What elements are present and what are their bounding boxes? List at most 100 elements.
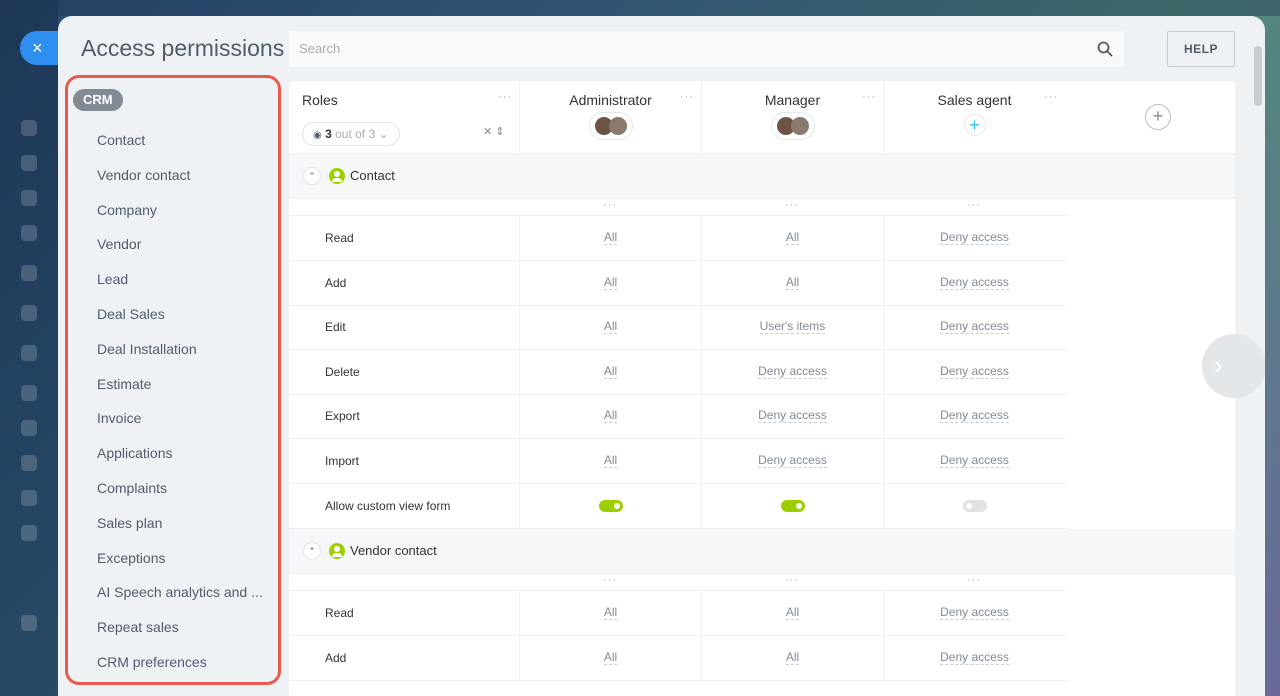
section-header: ⌃ Contact bbox=[289, 154, 1235, 199]
search-input[interactable]: Search bbox=[289, 31, 1124, 67]
help-button[interactable]: HELP bbox=[1167, 31, 1235, 67]
menu-item[interactable]: Vendor contact bbox=[97, 166, 191, 183]
permission-value[interactable]: All bbox=[603, 408, 618, 424]
permission-value[interactable]: Deny access bbox=[758, 408, 827, 424]
permission-value[interactable]: Deny access bbox=[940, 649, 1009, 665]
menu-item[interactable]: Repeat sales bbox=[97, 619, 179, 636]
entity-menu: CRM Contact Vendor contact Company Vendor Le… bbox=[65, 75, 281, 685]
menu-item[interactable]: CRM preferences bbox=[97, 654, 207, 670]
permission-value[interactable]: Deny access bbox=[940, 605, 1009, 621]
permission-toggle[interactable] bbox=[598, 499, 623, 512]
close-button[interactable]: × bbox=[20, 31, 64, 65]
page-title: Access permissions bbox=[81, 35, 285, 61]
permission-cell: All bbox=[519, 260, 701, 305]
menu-item[interactable]: Estimate bbox=[97, 375, 152, 392]
section-dots-row: ··· ··· ··· bbox=[289, 199, 1067, 216]
section-title: Vendor contact bbox=[350, 543, 437, 559]
column-more-icon[interactable]: ··· bbox=[785, 574, 799, 587]
column-more-icon[interactable]: ··· bbox=[603, 199, 617, 211]
permission-cell: All bbox=[701, 216, 883, 260]
permission-cell bbox=[883, 483, 1065, 528]
section-header: ⌃ Vendor contact bbox=[289, 529, 1235, 575]
permission-cell: Deny access bbox=[883, 216, 1065, 260]
menu-group-crm[interactable]: CRM bbox=[73, 89, 123, 111]
add-member-button[interactable]: + bbox=[963, 114, 986, 136]
column-more-icon[interactable]: ··· bbox=[785, 199, 799, 211]
role-name[interactable]: Administrator bbox=[569, 92, 652, 108]
menu-item[interactable]: Sales plan bbox=[97, 514, 163, 531]
permission-cell: All bbox=[701, 260, 883, 305]
permission-value[interactable]: All bbox=[603, 319, 618, 335]
roles-header: Roles ··· ◉ 3 out of 3 ⌄ ✕ ⇕ Administrat… bbox=[289, 81, 1235, 154]
scroll-right-button[interactable]: › bbox=[1202, 334, 1265, 398]
permission-value[interactable]: Deny access bbox=[758, 363, 827, 379]
permission-value[interactable]: Deny access bbox=[940, 363, 1009, 379]
role-name[interactable]: Manager bbox=[764, 92, 821, 108]
contact-icon bbox=[329, 543, 345, 560]
role-members-avatars[interactable] bbox=[770, 112, 815, 140]
rail-icon bbox=[21, 615, 37, 631]
permission-value[interactable]: All bbox=[603, 274, 618, 290]
permission-toggle[interactable] bbox=[962, 499, 987, 512]
menu-item[interactable]: Exceptions bbox=[97, 549, 166, 566]
menu-item[interactable]: Deal Installation bbox=[97, 340, 197, 357]
permission-value[interactable]: Deny access bbox=[940, 319, 1009, 335]
permission-value[interactable]: Deny access bbox=[940, 274, 1009, 290]
permission-row: Delete All Deny access Deny access bbox=[289, 349, 1067, 395]
menu-item[interactable]: Company bbox=[97, 201, 157, 218]
permission-value[interactable]: All bbox=[603, 230, 618, 245]
permission-value[interactable]: All bbox=[603, 649, 618, 665]
role-members-avatars[interactable] bbox=[588, 112, 633, 140]
rail-icon bbox=[21, 420, 37, 436]
role-name[interactable]: Sales agent bbox=[937, 92, 1012, 108]
permission-value[interactable]: Deny access bbox=[758, 453, 827, 468]
menu-item[interactable]: AI Speech analytics and ... bbox=[97, 584, 263, 601]
permission-value[interactable]: User's items bbox=[759, 319, 826, 335]
permission-value[interactable]: All bbox=[603, 363, 618, 379]
menu-item[interactable]: Invoice bbox=[97, 410, 142, 427]
avatar bbox=[776, 117, 795, 135]
permission-cell bbox=[701, 483, 883, 528]
permission-value[interactable]: All bbox=[603, 605, 618, 621]
menu-item[interactable]: Deal Sales bbox=[97, 306, 165, 322]
access-permissions-panel: Access permissions Search HELP CRM Conta… bbox=[58, 16, 1265, 696]
menu-item[interactable]: Lead bbox=[97, 271, 129, 288]
permission-cell bbox=[519, 483, 701, 528]
role-more-icon[interactable]: ··· bbox=[680, 91, 694, 103]
permission-value[interactable]: All bbox=[785, 274, 800, 290]
add-role-button[interactable]: + bbox=[1145, 104, 1171, 130]
permission-row: Add All All Deny access bbox=[289, 635, 1067, 681]
permission-value[interactable]: All bbox=[785, 230, 800, 245]
role-more-icon[interactable]: ··· bbox=[862, 91, 876, 103]
permission-cell: Deny access bbox=[701, 394, 883, 439]
column-more-icon[interactable]: ··· bbox=[967, 199, 981, 211]
menu-item[interactable]: Contact bbox=[97, 132, 146, 148]
chevron-up-icon[interactable]: ⌃ bbox=[303, 167, 321, 185]
permission-value[interactable]: Deny access bbox=[940, 230, 1009, 245]
permission-cell: All bbox=[519, 216, 701, 260]
permission-cell: User's items bbox=[701, 305, 883, 350]
column-more-icon[interactable]: ··· bbox=[603, 574, 617, 587]
role-column-header: Sales agent ··· + bbox=[883, 81, 1065, 154]
rail-icon bbox=[21, 345, 37, 361]
permission-value[interactable]: All bbox=[785, 605, 800, 621]
permission-value[interactable]: Deny access bbox=[940, 408, 1009, 424]
menu-item[interactable]: Complaints bbox=[97, 480, 168, 496]
permission-cell: All bbox=[519, 305, 701, 350]
permission-value[interactable]: Deny access bbox=[940, 453, 1009, 468]
permission-row: Add All All Deny access bbox=[289, 260, 1067, 306]
scrollbar[interactable] bbox=[1254, 46, 1262, 106]
role-more-icon[interactable]: ··· bbox=[1044, 91, 1058, 103]
menu-item[interactable]: Applications bbox=[97, 445, 173, 462]
roles-more-icon[interactable]: ··· bbox=[498, 91, 512, 103]
permission-toggle[interactable] bbox=[780, 499, 805, 512]
menu-item[interactable]: Vendor bbox=[97, 236, 142, 253]
permission-name: Import bbox=[325, 454, 360, 468]
permission-value[interactable]: All bbox=[785, 649, 800, 665]
chevron-up-icon[interactable]: ⌃ bbox=[303, 542, 321, 561]
search-icon[interactable] bbox=[1096, 40, 1114, 58]
expand-collapse-icon[interactable]: ✕ ⇕ bbox=[483, 126, 505, 138]
roles-filter[interactable]: ◉ 3 out of 3 ⌄ bbox=[302, 122, 400, 146]
column-more-icon[interactable]: ··· bbox=[967, 574, 981, 587]
permission-value[interactable]: All bbox=[603, 453, 618, 468]
